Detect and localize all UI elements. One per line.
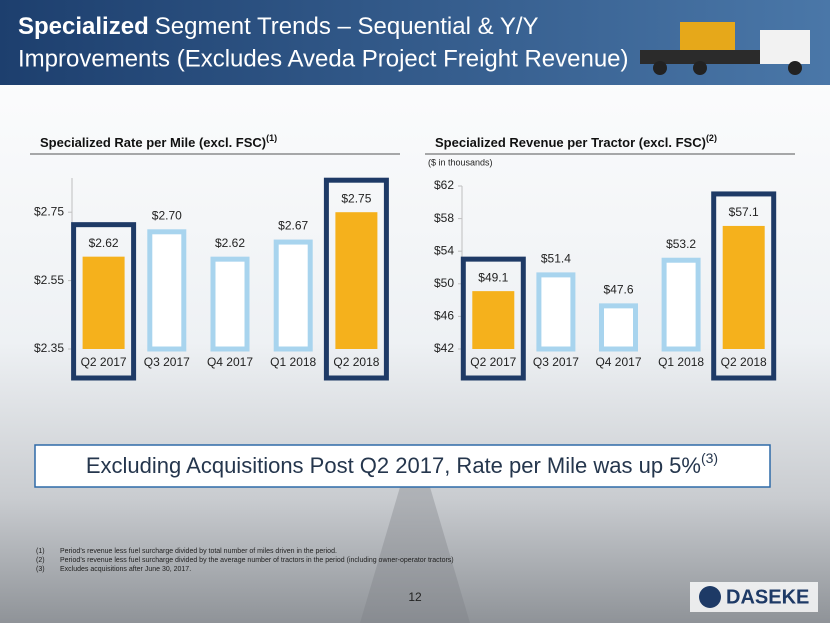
footnote-text: Period’s revenue less fuel surcharge div… — [60, 557, 454, 564]
bar — [335, 212, 378, 349]
title-line: Segment Trends – Sequential & Y/Y — [155, 13, 539, 40]
value-label: $51.4 — [541, 252, 571, 266]
value-label: $57.1 — [729, 205, 759, 219]
title-line: Improvements (Excludes Aveda Project Fre… — [18, 45, 629, 72]
value-label: $2.62 — [89, 236, 119, 250]
y-tick-label: $2.55 — [34, 273, 64, 287]
chart-title: Specialized Revenue per Tractor (excl. F… — [435, 133, 717, 150]
chart-title-text: Specialized Revenue per Tractor (excl. F… — [435, 135, 706, 150]
x-tick-label: Q1 2018 — [270, 355, 316, 369]
highlight-box — [323, 177, 389, 381]
x-tick-label: Q2 2017 — [470, 355, 516, 369]
y-tick-label: $2.35 — [34, 341, 64, 355]
y-tick-label: $42 — [434, 341, 454, 355]
chart-title-sup: (2) — [706, 133, 717, 143]
y-tick-label: $50 — [434, 276, 454, 290]
value-label: $2.67 — [278, 219, 308, 233]
footnote-text: Excludes acquisitions after June 30, 201… — [60, 566, 191, 573]
y-tick-label: $62 — [434, 178, 454, 192]
x-tick-label: Q3 2017 — [533, 355, 579, 369]
value-label: $2.62 — [215, 236, 245, 250]
x-tick-label: Q3 2017 — [144, 355, 190, 369]
x-tick-label: Q4 2017 — [207, 355, 253, 369]
y-tick-label: $46 — [434, 309, 454, 323]
footnote-marker: (2) — [36, 557, 45, 564]
highlight-box — [71, 222, 137, 381]
bar — [82, 256, 125, 349]
footnotes: (1) Period’s revenue less fuel surcharge … — [36, 548, 454, 573]
value-label: $49.1 — [478, 270, 508, 284]
bar — [599, 303, 638, 352]
truck — [640, 22, 810, 75]
charts: Specialized Rate per Mile (excl. FSC)(1)… — [30, 133, 795, 381]
chart-title-text: Specialized Rate per Mile (excl. FSC) — [40, 135, 266, 150]
footnote-marker: (3) — [36, 566, 45, 573]
logo-mark — [699, 586, 721, 608]
footnote-text: Period’s revenue less fuel surcharge div… — [60, 548, 337, 555]
bar — [147, 229, 187, 352]
callout-box — [34, 444, 771, 488]
value-label: $2.70 — [152, 208, 182, 222]
value-label: $53.2 — [666, 237, 696, 251]
page-number: 12 — [408, 590, 422, 604]
bar — [472, 291, 515, 349]
x-tick-label: Q1 2018 — [658, 355, 704, 369]
y-tick-label: $54 — [434, 243, 454, 257]
bar — [210, 256, 250, 352]
logo: DASEKE — [726, 586, 809, 608]
chart-subtitle: ($ in thousands) — [428, 157, 493, 167]
highlight-box — [711, 191, 777, 381]
callout-text: Excluding Acquisitions Post Q2 2017, Rat… — [86, 453, 701, 478]
slide-title: Specialized Segment Trends – Sequential &… — [18, 13, 539, 40]
chart-title: Specialized Rate per Mile (excl. FSC)(1) — [40, 133, 277, 150]
y-tick-label: $58 — [434, 211, 454, 225]
bar — [273, 239, 313, 352]
value-label: $47.6 — [603, 283, 633, 297]
x-tick-label: Q2 2017 — [81, 355, 127, 369]
y-tick-label: $2.75 — [34, 204, 64, 218]
callout-sup: (3) — [701, 450, 718, 466]
x-tick-label: Q2 2018 — [721, 355, 767, 369]
x-tick-label: Q4 2017 — [595, 355, 641, 369]
chart: Specialized Revenue per Tractor (excl. F… — [425, 133, 795, 381]
bar — [722, 225, 765, 349]
road — [360, 470, 470, 623]
chart-title-sup: (1) — [266, 133, 277, 143]
chart: Specialized Rate per Mile (excl. FSC)(1)… — [30, 133, 400, 381]
x-tick-label: Q2 2018 — [333, 355, 379, 369]
title-bold: Specialized — [18, 13, 149, 40]
bar — [536, 272, 576, 352]
callout: Excluding Acquisitions Post Q2 2017, Rat… — [86, 450, 718, 478]
bar — [661, 257, 701, 352]
value-label: $2.75 — [341, 191, 371, 205]
footnote-marker: (1) — [36, 548, 45, 555]
highlight-box — [460, 256, 526, 381]
